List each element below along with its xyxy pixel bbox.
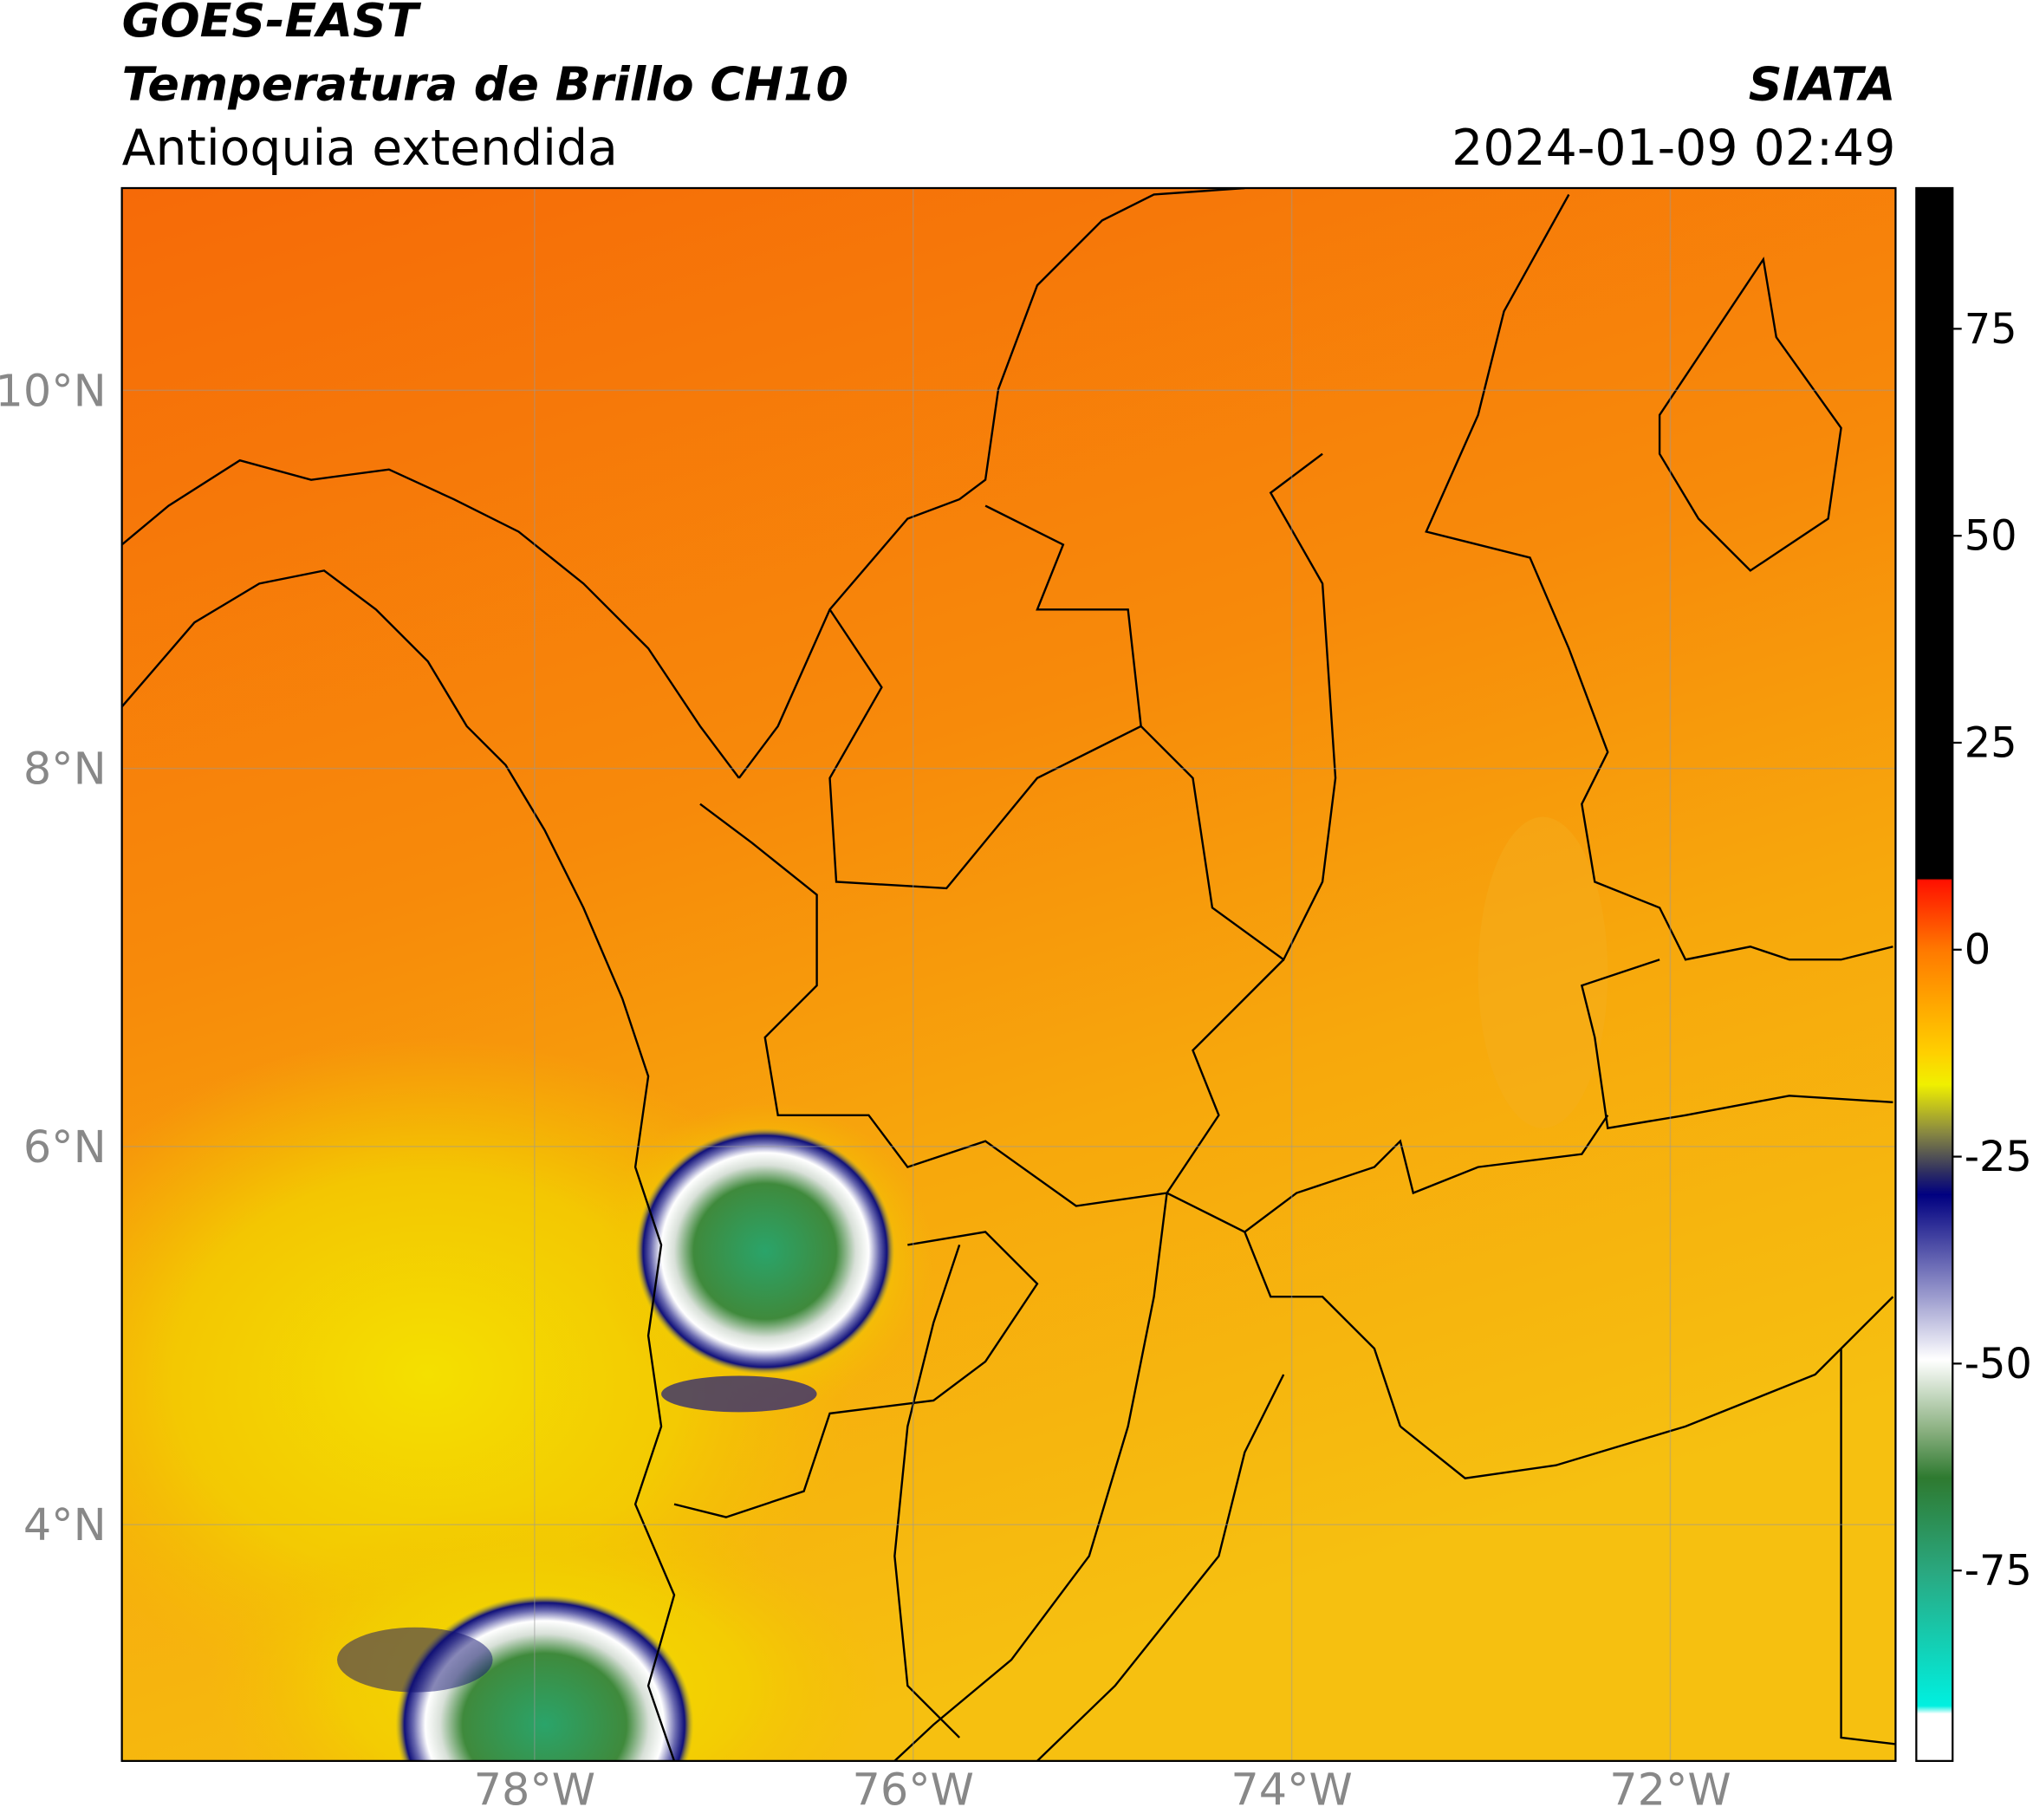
colorbar	[1915, 186, 1954, 1762]
lon-tick-label: 74°W	[1231, 1765, 1352, 1816]
lat-tick-label: 6°N	[23, 1121, 107, 1173]
product-title: Temperatura de Brillo CH10	[122, 56, 848, 111]
colorbar-tick-label: 50	[1965, 513, 2017, 561]
lon-tick-label: 78°W	[474, 1765, 595, 1816]
lon-tick-label: 72°W	[1609, 1765, 1731, 1816]
lon-tick-label: 76°W	[852, 1765, 973, 1816]
colorbar-tick-label: -25	[1965, 1134, 2032, 1181]
map-image	[121, 188, 1896, 1761]
colorbar-tick-label: 75	[1965, 306, 2017, 354]
lat-tick-label: 10°N	[0, 365, 107, 416]
grid	[121, 188, 1896, 1761]
colorbar-tick-label: 0	[1965, 926, 1991, 974]
org-label: SIATA	[1749, 56, 1896, 111]
colorbar-tick-label: -75	[1965, 1548, 2032, 1596]
colorbar-tick-label: -50	[1965, 1341, 2032, 1388]
lat-tick-label: 8°N	[23, 744, 107, 795]
lat-tick-label: 4°N	[23, 1499, 107, 1550]
map-frame	[120, 186, 1897, 1762]
country-borders	[121, 188, 1896, 1761]
datetime-label: 2024-01-09 02:49	[1452, 120, 1895, 177]
region-subtitle: Antioquia extendida	[122, 120, 618, 177]
colorbar-tick-label: 25	[1965, 719, 2017, 767]
source-title: GOES-EAST	[122, 0, 422, 48]
